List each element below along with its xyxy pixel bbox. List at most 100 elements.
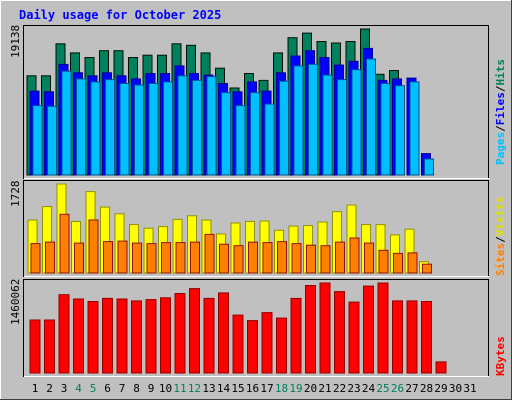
x-tick-day-16: 16 — [246, 382, 259, 395]
bar-kbytes-day-12 — [189, 288, 200, 374]
bar-kbytes-day-13 — [203, 297, 215, 374]
bar-kbytes-day-20 — [305, 285, 316, 374]
bar-sites-day-20 — [306, 244, 316, 274]
bar-kbytes-day-14 — [218, 292, 229, 374]
bar-kbytes-day-10 — [160, 297, 171, 374]
legend-pages: Pages — [494, 132, 507, 165]
bars-layer — [26, 28, 447, 374]
bar-kbytes-day-22 — [334, 291, 345, 374]
x-tick-day-20: 20 — [304, 382, 317, 395]
bar-sites-day-16 — [248, 241, 258, 274]
x-tick-day-27: 27 — [405, 382, 418, 395]
bar-pages-day-10 — [163, 81, 173, 176]
x-tick-day-29: 29 — [434, 382, 447, 395]
legend-sites: Sites — [494, 243, 507, 276]
bar-sites-day-4 — [74, 242, 84, 274]
bar-kbytes-day-19 — [290, 297, 302, 374]
legend-separator-3: / — [494, 236, 507, 243]
bar-kbytes-day-4 — [73, 298, 84, 374]
bar-kbytes-day-17 — [261, 312, 273, 374]
x-tick-day-14: 14 — [217, 382, 231, 395]
legend-files: Files — [494, 92, 507, 125]
visits-panel-legend: Sites/Visits — [494, 197, 507, 277]
bar-kbytes-day-8 — [131, 300, 142, 374]
hits-panel-legend: Pages/Files/Hits — [494, 59, 507, 165]
bar-kbytes-day-9 — [145, 299, 157, 374]
bar-pages-day-27 — [409, 81, 420, 176]
kbytes-ymax-label: 1460062 — [9, 279, 22, 325]
bar-kbytes-day-11 — [174, 293, 186, 374]
bar-sites-day-5 — [88, 219, 99, 274]
bar-kbytes-day-23 — [348, 301, 360, 374]
bar-kbytes-day-25 — [377, 282, 389, 374]
bar-pages-day-5 — [90, 81, 101, 176]
bar-sites-day-23 — [349, 237, 360, 274]
bar-sites-day-18 — [277, 241, 287, 274]
bar-pages-day-2 — [47, 105, 57, 176]
x-tick-day-3: 3 — [61, 382, 68, 395]
x-tick-day-25: 25 — [376, 382, 389, 395]
bar-sites-day-9 — [146, 243, 157, 274]
bar-sites-day-8 — [132, 242, 142, 274]
x-tick-day-31: 31 — [463, 382, 476, 395]
bar-sites-day-11 — [175, 242, 186, 274]
bar-kbytes-day-26 — [392, 300, 403, 374]
x-tick-day-21: 21 — [318, 382, 331, 395]
bar-kbytes-day-5 — [87, 301, 99, 374]
bar-pages-day-1 — [32, 105, 43, 176]
x-tick-day-8: 8 — [133, 382, 140, 395]
x-tick-day-12: 12 — [188, 382, 201, 395]
bar-sites-day-19 — [291, 243, 302, 274]
bar-pages-day-14 — [221, 92, 231, 176]
bar-pages-day-20 — [308, 63, 318, 176]
bar-sites-day-25 — [378, 249, 389, 274]
bar-kbytes-day-21 — [319, 282, 331, 374]
x-tick-day-24: 24 — [362, 382, 376, 395]
bar-sites-day-17 — [262, 242, 273, 274]
x-tick-day-15: 15 — [231, 382, 244, 395]
x-tick-day-11: 11 — [173, 382, 186, 395]
x-tick-day-30: 30 — [449, 382, 462, 395]
bar-kbytes-day-7 — [116, 298, 128, 374]
bar-pages-day-25 — [380, 83, 391, 176]
bar-kbytes-day-27 — [406, 300, 418, 374]
x-tick-day-23: 23 — [347, 382, 360, 395]
bar-pages-day-6 — [105, 79, 115, 176]
bar-pages-day-21 — [322, 74, 333, 176]
bar-sites-day-12 — [190, 241, 200, 274]
bar-kbytes-day-6 — [102, 297, 113, 374]
x-tick-day-9: 9 — [148, 382, 155, 395]
x-tick-day-7: 7 — [119, 382, 126, 395]
legend-hits: Hits — [494, 59, 507, 86]
bar-pages-day-9 — [148, 83, 159, 176]
bar-kbytes-day-2 — [44, 319, 55, 374]
bar-kbytes-day-1 — [29, 319, 41, 374]
legend-kbytes: KBytes — [494, 336, 507, 376]
x-tick-day-17: 17 — [260, 382, 273, 395]
bar-sites-day-7 — [117, 240, 128, 274]
hits-ymax-label: 19138 — [9, 25, 22, 58]
x-tick-day-10: 10 — [159, 382, 172, 395]
bar-pages-day-17 — [264, 103, 275, 176]
bar-sites-day-14 — [219, 243, 229, 274]
bar-pages-day-12 — [192, 79, 202, 176]
x-tick-day-19: 19 — [289, 382, 302, 395]
x-tick-day-18: 18 — [275, 382, 288, 395]
x-tick-day-22: 22 — [333, 382, 346, 395]
bar-pages-day-19 — [293, 65, 304, 176]
bar-sites-day-21 — [320, 245, 331, 274]
bar-pages-day-8 — [134, 84, 144, 176]
bar-pages-day-4 — [76, 78, 86, 176]
x-tick-day-5: 5 — [90, 382, 97, 395]
x-tick-day-4: 4 — [75, 382, 82, 395]
chart-title: Daily usage for October 2025 — [19, 8, 221, 22]
bar-sites-day-10 — [161, 242, 171, 274]
x-tick-day-26: 26 — [391, 382, 404, 395]
bar-kbytes-day-24 — [363, 285, 374, 374]
bar-kbytes-day-15 — [232, 314, 244, 374]
bar-pages-day-18 — [279, 80, 289, 176]
bar-kbytes-day-29 — [435, 361, 447, 374]
bar-sites-day-26 — [393, 252, 403, 274]
